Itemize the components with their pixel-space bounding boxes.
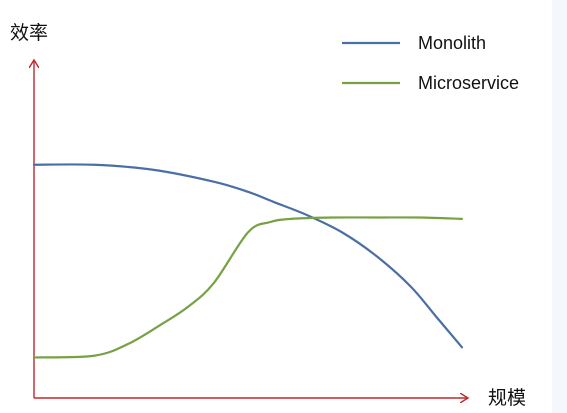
series-line-monolith [32,163,464,349]
y-axis-title: 效率 [10,22,48,44]
legend: Monolith Microservice [342,33,519,93]
y-axis-label: 效率 [10,22,48,44]
series-line-microservice [32,216,464,359]
legend-label-monolith: Monolith [418,33,486,53]
series-group [32,163,464,359]
x-axis-label: 规模 [488,387,526,409]
x-axis-title: 规模 [488,387,526,409]
chart-card: 效率 规模 Monolith Microservice [0,0,552,413]
legend-label-microservice: Microservice [418,73,519,93]
